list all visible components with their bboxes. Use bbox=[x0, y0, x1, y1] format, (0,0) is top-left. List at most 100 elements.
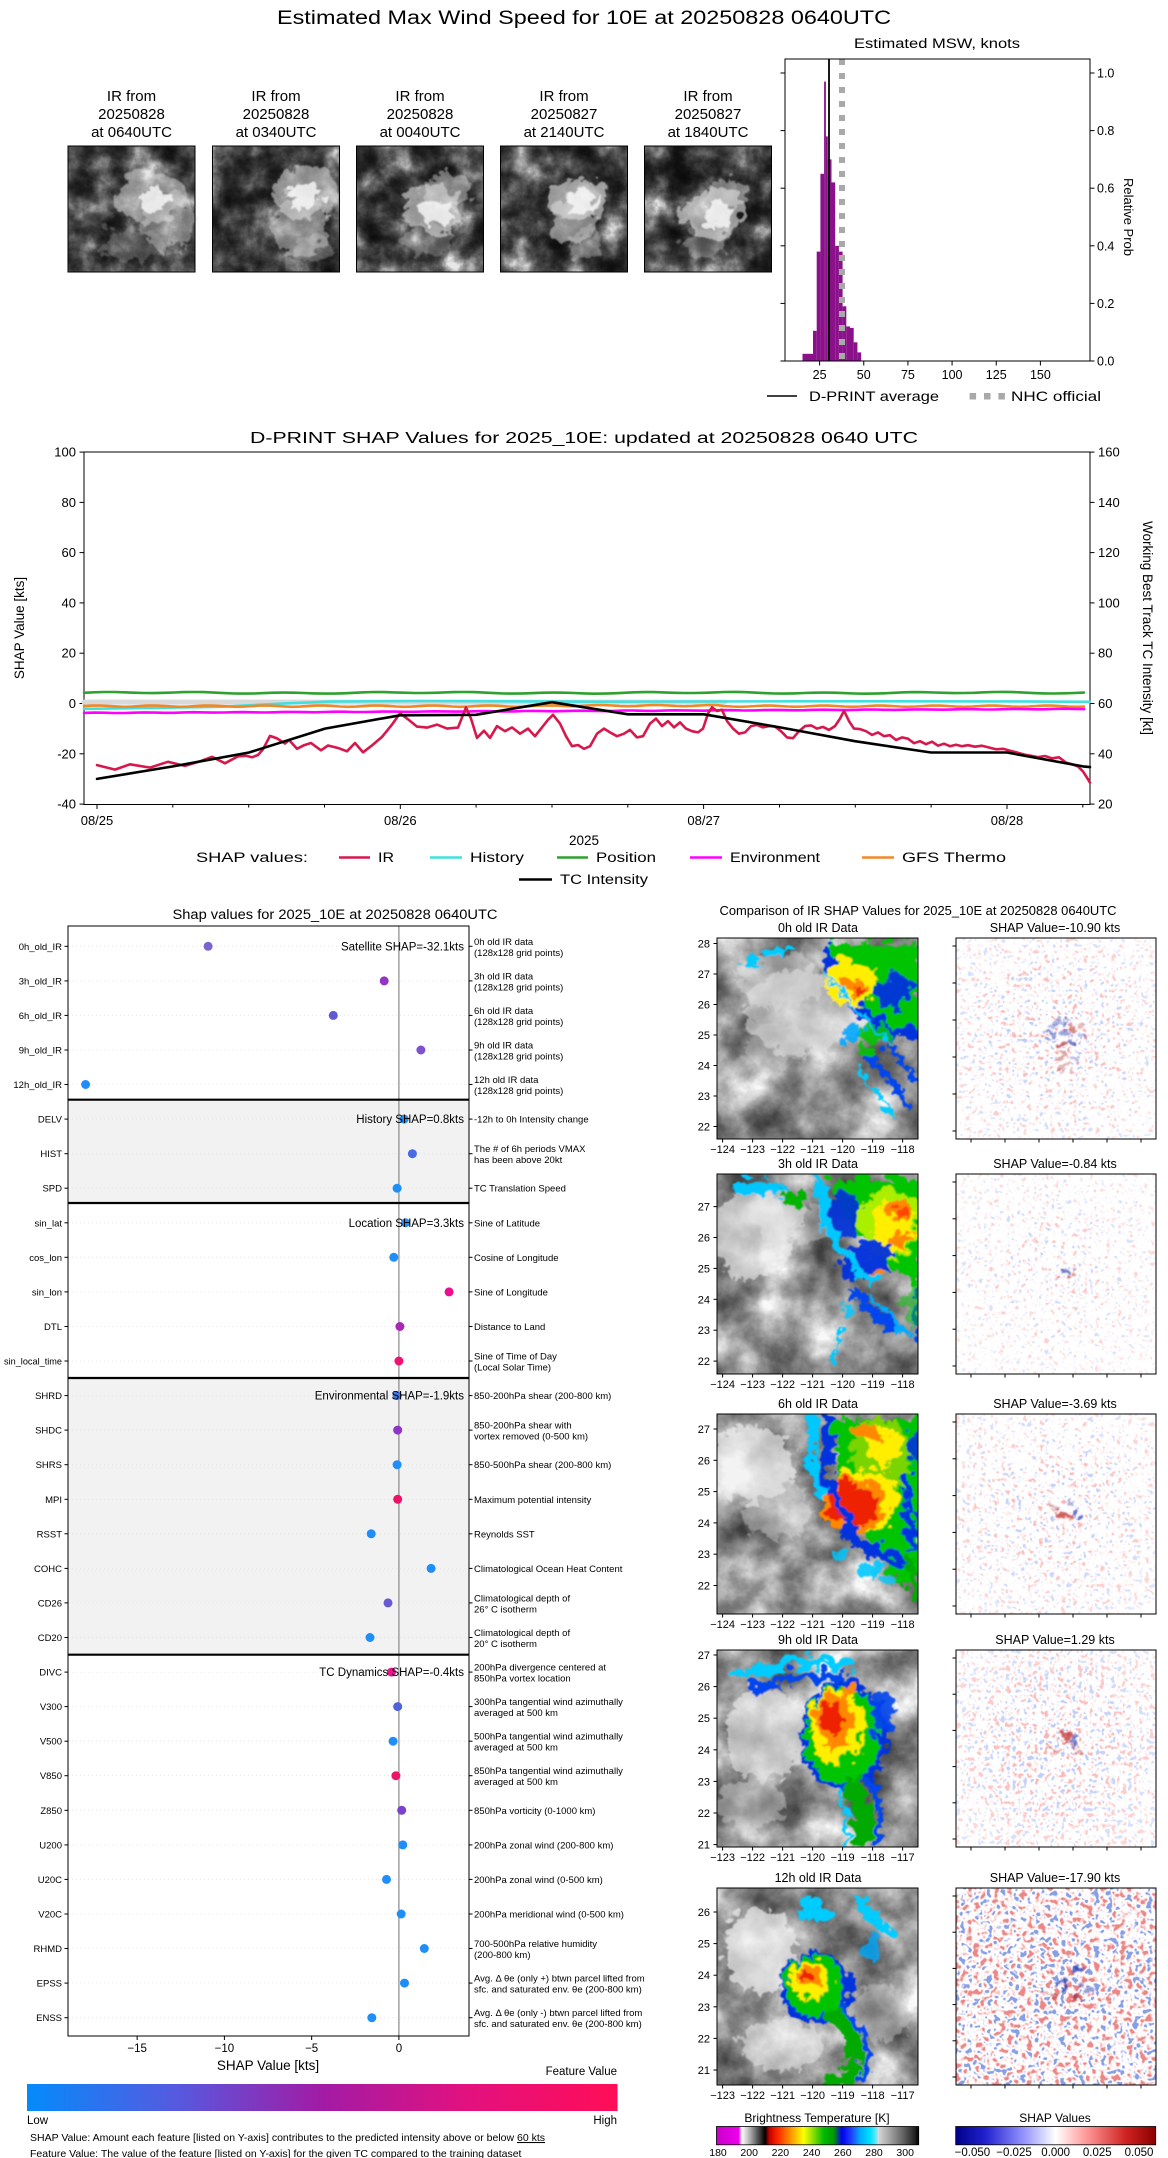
svg-text:Low: Low bbox=[27, 2115, 49, 2127]
svg-text:sin_local_time: sin_local_time bbox=[4, 1357, 62, 1368]
svg-text:23: 23 bbox=[698, 1776, 710, 1788]
svg-text:−121: −121 bbox=[800, 1379, 825, 1391]
svg-text:24: 24 bbox=[698, 1745, 710, 1757]
svg-text:2025: 2025 bbox=[569, 833, 599, 848]
svg-text:vortex removed (0-500 km): vortex removed (0-500 km) bbox=[474, 1432, 588, 1443]
svg-text:200hPa zonal wind (0-500 km): 200hPa zonal wind (0-500 km) bbox=[474, 1875, 603, 1886]
svg-text:−122: −122 bbox=[740, 1852, 765, 1864]
svg-text:0.4: 0.4 bbox=[1097, 239, 1114, 253]
svg-text:V300: V300 bbox=[40, 1702, 62, 1713]
svg-text:40: 40 bbox=[62, 595, 76, 610]
svg-text:850-200hPa shear with: 850-200hPa shear with bbox=[474, 1421, 572, 1432]
svg-text:6h_old_IR: 6h_old_IR bbox=[19, 1011, 62, 1022]
svg-text:(128x128 grid points): (128x128 grid points) bbox=[474, 1052, 563, 1063]
svg-text:Brightness Temperature [K]: Brightness Temperature [K] bbox=[744, 2111, 889, 2125]
svg-text:26: 26 bbox=[698, 1907, 710, 1919]
svg-text:Avg. Δ θe (only -) btwn parcel: Avg. Δ θe (only -) btwn parcel lifted fr… bbox=[474, 2008, 642, 2019]
svg-text:21: 21 bbox=[698, 1840, 710, 1852]
svg-text:TC Dynamics SHAP=-0.4kts: TC Dynamics SHAP=-0.4kts bbox=[319, 1667, 464, 1679]
svg-text:SPD: SPD bbox=[42, 1184, 62, 1195]
svg-text:−124: −124 bbox=[710, 1144, 735, 1156]
svg-text:20250828: 20250828 bbox=[243, 106, 310, 123]
svg-text:6h old IR data: 6h old IR data bbox=[474, 1006, 534, 1017]
svg-text:80: 80 bbox=[1098, 646, 1112, 661]
svg-text:24: 24 bbox=[698, 1970, 710, 1982]
svg-text:Feature Value: The value of th: Feature Value: The value of the feature … bbox=[30, 2148, 522, 2158]
svg-text:280: 280 bbox=[865, 2147, 883, 2158]
svg-text:160: 160 bbox=[1098, 445, 1120, 460]
svg-text:DTL: DTL bbox=[44, 1322, 62, 1333]
svg-text:23: 23 bbox=[698, 1325, 710, 1337]
svg-text:60: 60 bbox=[62, 545, 76, 560]
svg-text:850-500hPa shear (200-800 km): 850-500hPa shear (200-800 km) bbox=[474, 1460, 611, 1471]
svg-text:24: 24 bbox=[698, 1518, 710, 1530]
svg-text:3h_old_IR: 3h_old_IR bbox=[19, 976, 62, 987]
svg-text:U20C: U20C bbox=[38, 1875, 62, 1886]
svg-text:at 2140UTC: at 2140UTC bbox=[524, 124, 605, 141]
svg-text:SHDC: SHDC bbox=[35, 1426, 62, 1437]
svg-text:Maximum potential intensity: Maximum potential intensity bbox=[474, 1495, 591, 1506]
svg-text:−10: −10 bbox=[215, 2043, 235, 2055]
svg-text:27: 27 bbox=[698, 1424, 710, 1436]
svg-text:SHAP Values: SHAP Values bbox=[1019, 2111, 1091, 2125]
svg-text:-20: -20 bbox=[57, 746, 76, 761]
svg-text:21: 21 bbox=[698, 2065, 710, 2077]
svg-text:26° C isotherm: 26° C isotherm bbox=[474, 1604, 537, 1615]
svg-text:200hPa meridional wind (0-500: 200hPa meridional wind (0-500 km) bbox=[474, 1910, 624, 1921]
svg-text:−121: −121 bbox=[800, 1619, 825, 1631]
svg-text:40: 40 bbox=[1098, 746, 1112, 761]
svg-text:Satellite SHAP=-32.1kts: Satellite SHAP=-32.1kts bbox=[341, 941, 464, 953]
svg-text:U200: U200 bbox=[39, 1840, 62, 1851]
svg-text:History SHAP=0.8kts: History SHAP=0.8kts bbox=[356, 1114, 464, 1126]
svg-text:−120: −120 bbox=[800, 1852, 825, 1864]
svg-text:Climatological depth of: Climatological depth of bbox=[474, 1593, 570, 1604]
svg-text:sfc. and saturated env. θe (20: sfc. and saturated env. θe (200-800 km) bbox=[474, 2019, 642, 2030]
svg-text:26: 26 bbox=[698, 1682, 710, 1694]
svg-text:27: 27 bbox=[698, 969, 710, 981]
svg-text:0.050: 0.050 bbox=[1125, 2147, 1154, 2158]
svg-text:12h old IR data: 12h old IR data bbox=[474, 1075, 539, 1086]
svg-text:(128x128 grid points): (128x128 grid points) bbox=[474, 948, 563, 959]
svg-text:−121: −121 bbox=[800, 1144, 825, 1156]
svg-text:SHAP Value [kts]: SHAP Value [kts] bbox=[12, 577, 27, 679]
svg-text:0.2: 0.2 bbox=[1097, 297, 1114, 311]
svg-text:(128x128 grid points): (128x128 grid points) bbox=[474, 1086, 563, 1097]
svg-text:200hPa divergence centered at: 200hPa divergence centered at bbox=[474, 1663, 606, 1674]
svg-text:−122: −122 bbox=[770, 1619, 795, 1631]
svg-text:0.0: 0.0 bbox=[1097, 355, 1114, 369]
svg-text:−122: −122 bbox=[770, 1144, 795, 1156]
svg-text:SHAP Value=-17.90 kts: SHAP Value=-17.90 kts bbox=[990, 1871, 1121, 1885]
svg-text:20° C isotherm: 20° C isotherm bbox=[474, 1639, 537, 1650]
svg-text:220: 220 bbox=[772, 2147, 790, 2158]
svg-text:200hPa zonal wind (200-800 km): 200hPa zonal wind (200-800 km) bbox=[474, 1840, 613, 1851]
svg-text:150: 150 bbox=[1030, 368, 1051, 382]
svg-text:−124: −124 bbox=[710, 1619, 735, 1631]
svg-text:RSST: RSST bbox=[37, 1529, 63, 1540]
svg-text:700-500hPa relative humidity: 700-500hPa relative humidity bbox=[474, 1939, 597, 1950]
svg-text:20250827: 20250827 bbox=[675, 106, 742, 123]
svg-text:SHRS: SHRS bbox=[36, 1460, 62, 1471]
svg-text:20: 20 bbox=[1098, 797, 1112, 812]
svg-text:−0.025: −0.025 bbox=[996, 2147, 1032, 2158]
svg-text:9h old IR data: 9h old IR data bbox=[474, 1041, 534, 1052]
svg-text:22: 22 bbox=[698, 2033, 710, 2045]
svg-text:SHAP Value=-10.90 kts: SHAP Value=-10.90 kts bbox=[990, 921, 1121, 935]
svg-text:GFS Thermo: GFS Thermo bbox=[902, 850, 1006, 865]
svg-text:at 1840UTC: at 1840UTC bbox=[668, 124, 749, 141]
svg-text:-12h to 0h Intensity change: -12h to 0h Intensity change bbox=[474, 1115, 589, 1126]
svg-text:−119: −119 bbox=[861, 1379, 885, 1391]
svg-text:28: 28 bbox=[698, 939, 710, 951]
svg-text:100: 100 bbox=[942, 368, 963, 382]
svg-text:−118: −118 bbox=[891, 1144, 915, 1156]
svg-text:(200-800 km): (200-800 km) bbox=[474, 1950, 531, 1961]
svg-text:Estimated Max Wind Speed for 1: Estimated Max Wind Speed for 10E at 2025… bbox=[277, 8, 891, 29]
svg-text:100: 100 bbox=[54, 445, 76, 460]
svg-text:V850: V850 bbox=[40, 1771, 62, 1782]
svg-text:−120: −120 bbox=[800, 2090, 825, 2102]
svg-text:sfc. and saturated env. θe (20: sfc. and saturated env. θe (200-800 km) bbox=[474, 1985, 642, 1996]
svg-text:Shap values for 2025_10E at 20: Shap values for 2025_10E at 20250828 064… bbox=[173, 907, 498, 922]
svg-text:Distance to Land: Distance to Land bbox=[474, 1322, 545, 1333]
svg-text:6h old IR Data: 6h old IR Data bbox=[778, 1397, 858, 1411]
svg-text:−123: −123 bbox=[740, 1379, 765, 1391]
svg-text:60: 60 bbox=[1098, 696, 1112, 711]
